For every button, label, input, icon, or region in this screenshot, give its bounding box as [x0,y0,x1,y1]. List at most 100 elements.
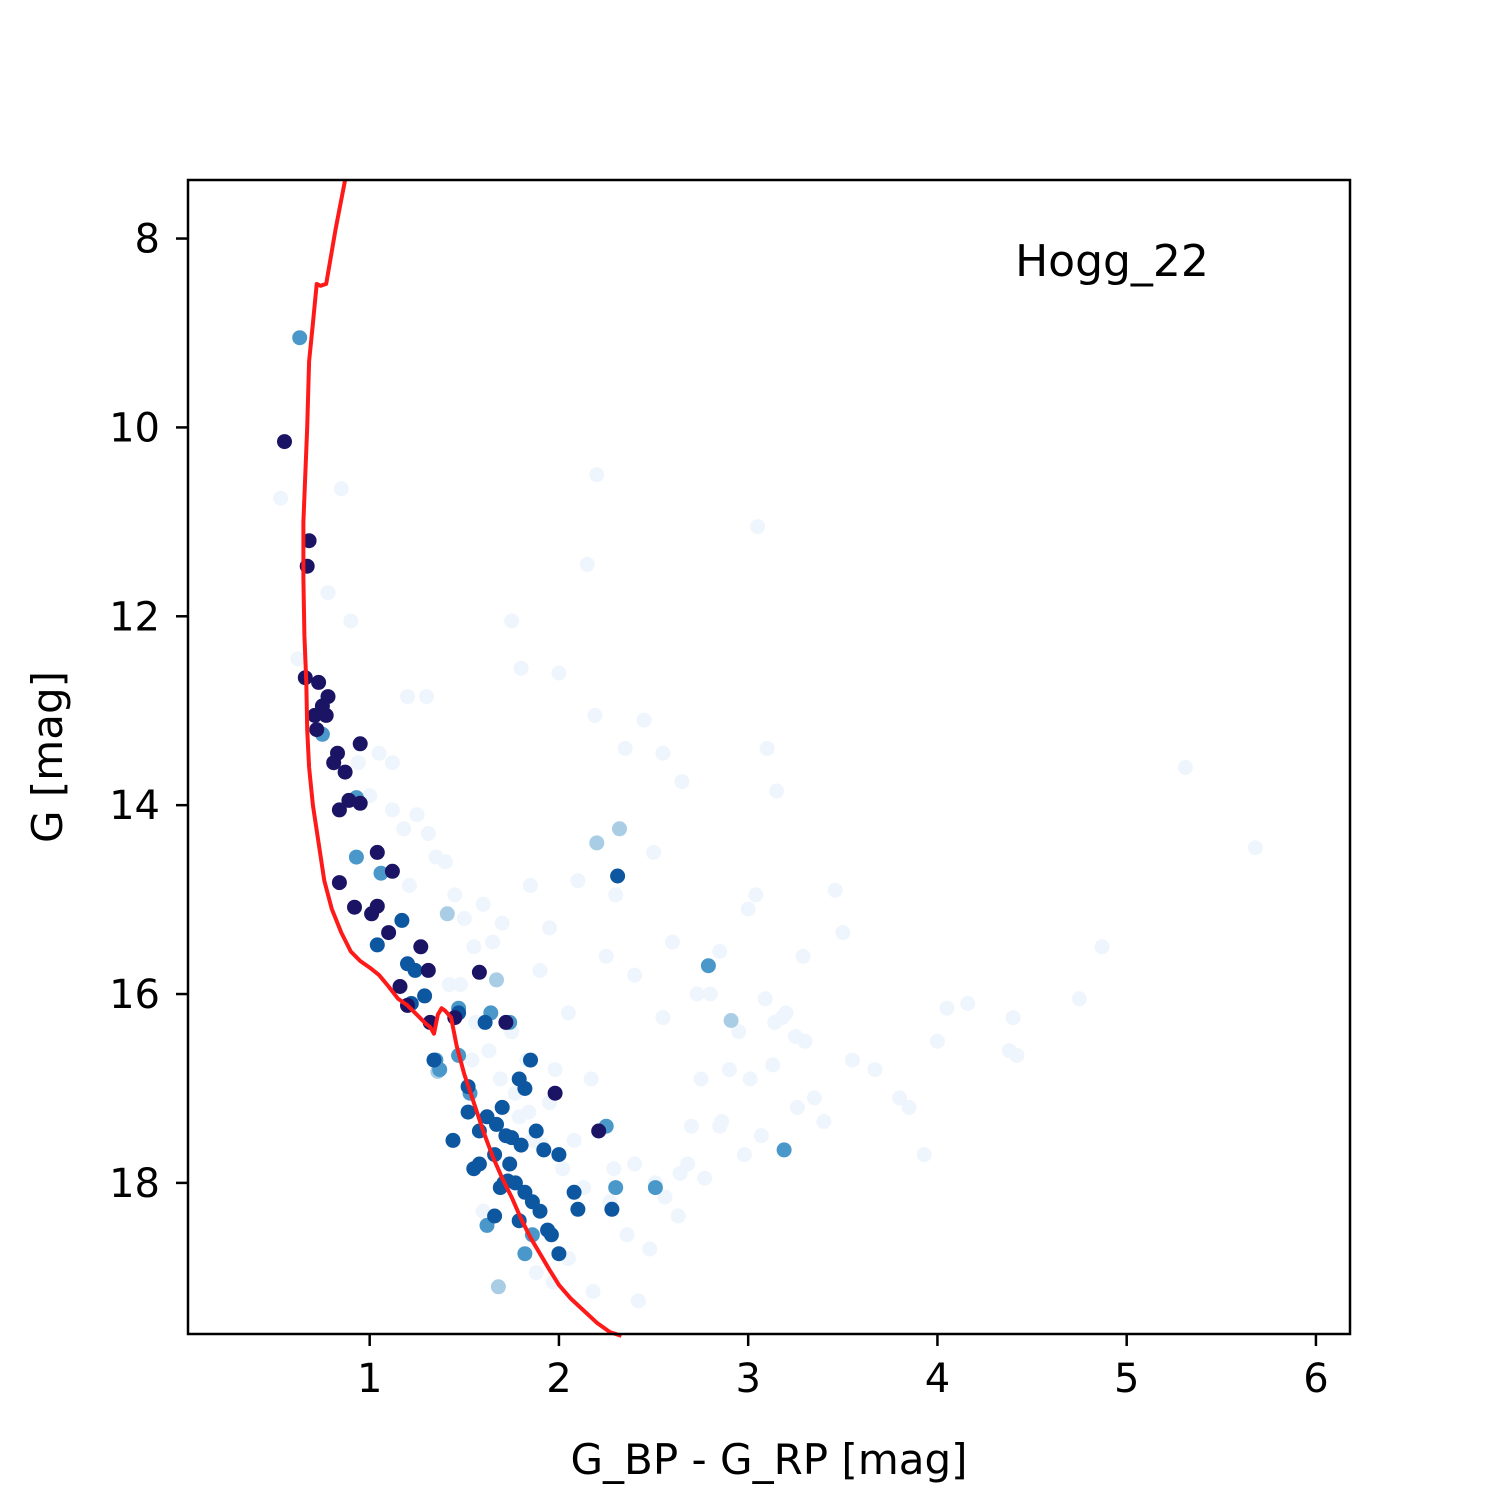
cluster-name-annotation: Hogg_22 [1015,236,1209,287]
star-point-high [352,736,368,752]
star-point-field [401,877,417,893]
star-point-field [555,1161,571,1177]
star-point-mid [489,1116,504,1132]
star-point-faint [439,906,455,922]
star-point-field [767,1014,783,1030]
star-point-field [689,986,705,1002]
isochrone-layer [301,179,623,1338]
star-point-field [447,887,463,903]
star-point-faint [490,1279,506,1295]
star-point-low [517,1246,533,1262]
star-point-field [712,944,728,959]
star-point-field [740,901,756,917]
star-point-high [420,962,436,978]
star-point-low [647,1180,663,1196]
star-point-high [331,875,347,891]
star-point-field [396,821,412,837]
star-point-field [606,1161,622,1177]
star-point-field [419,689,434,705]
star-point-field [916,1147,932,1163]
y-tick-label: 16 [109,972,160,1018]
star-point-field [655,1010,671,1026]
star-point-field [627,967,643,983]
star-point-field [939,1000,955,1016]
y-tick-label: 18 [109,1161,160,1207]
star-point-field [697,1170,713,1186]
points-layer [273,330,1263,1309]
star-point-field [929,1033,945,1049]
star-point-field [1247,840,1263,856]
star-point-low [700,958,716,974]
x-axis-label: G_BP - G_RP [mag] [570,1435,967,1484]
star-point-mid [566,1184,582,1200]
star-point-mid [471,1156,487,1172]
star-point-field [608,887,624,903]
star-point-field [384,755,400,771]
star-point-field [579,556,595,572]
star-point-field [464,1052,480,1068]
star-point-field [409,807,425,823]
star-point-field [806,1090,822,1106]
star-point-field [320,585,336,601]
y-tick-label: 12 [109,594,160,640]
star-point-mid [369,937,385,953]
star-point-field [485,934,501,950]
star-point-field [1001,1043,1017,1059]
star-point-field [583,1071,599,1087]
star-point-field [528,1265,544,1281]
star-point-mid [417,988,433,1004]
star-point-field [748,887,764,903]
star-point-field [867,1062,883,1078]
star-point-high [341,792,357,808]
star-point-high [352,795,368,811]
star-point-field [835,925,851,941]
star-point-low [373,865,389,881]
star-point-field [769,783,785,799]
star-point-field [523,877,538,893]
star-point-field [844,1052,860,1068]
star-point-high [337,764,353,780]
star-point-field [481,1043,497,1059]
star-point-field [901,1099,917,1115]
star-point-high [309,722,325,738]
star-point-low [348,849,364,865]
star-point-field [617,741,633,756]
y-tick-label: 10 [109,405,160,451]
star-point-mid [570,1201,586,1217]
star-point-field [441,977,457,993]
star-point-field [789,1099,805,1115]
star-point-mid [532,1203,548,1219]
star-point-faint [723,1013,739,1028]
star-point-field [456,911,472,926]
star-point-field [437,854,453,870]
star-point-field [795,948,811,964]
star-point-field [585,1284,601,1299]
star-point-high [471,964,487,980]
star-point-faint [589,835,605,851]
star-point-field [566,1132,582,1148]
y-tick-label: 14 [109,783,160,829]
star-point-field [532,962,548,978]
star-point-field [674,774,690,790]
y-tick-label: 8 [135,217,160,263]
star-point-high [318,707,334,723]
star-point-field [542,920,557,936]
star-point-mid [513,1137,529,1153]
star-point-field [551,665,567,681]
star-point-high [347,899,362,915]
star-point-field [420,826,436,841]
star-point-field [547,1062,563,1078]
y-axis-label: G [mag] [23,671,72,843]
star-point-field [371,745,387,761]
star-point-field [693,1071,709,1087]
star-point-field [453,977,468,993]
star-point-field [343,613,359,629]
star-point-field [665,934,680,950]
star-point-field [765,1057,781,1073]
star-point-low [292,330,308,346]
x-tick-label: 2 [546,1356,571,1402]
star-point-low [608,1180,624,1196]
star-point-field [492,1071,508,1087]
plot-frame [186,178,1352,1336]
star-point-field [630,1293,646,1309]
